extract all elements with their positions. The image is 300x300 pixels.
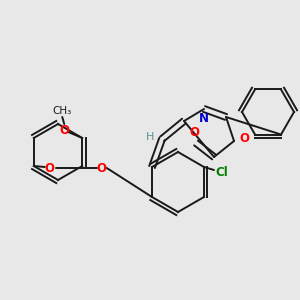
Text: O: O [45, 161, 55, 175]
Text: O: O [189, 127, 199, 140]
Text: O: O [59, 124, 69, 136]
Text: H: H [146, 132, 154, 142]
Text: Cl: Cl [216, 166, 228, 178]
Text: N: N [199, 112, 209, 125]
Text: CH₃: CH₃ [52, 106, 72, 116]
Text: O: O [239, 133, 249, 146]
Text: O: O [97, 161, 107, 175]
